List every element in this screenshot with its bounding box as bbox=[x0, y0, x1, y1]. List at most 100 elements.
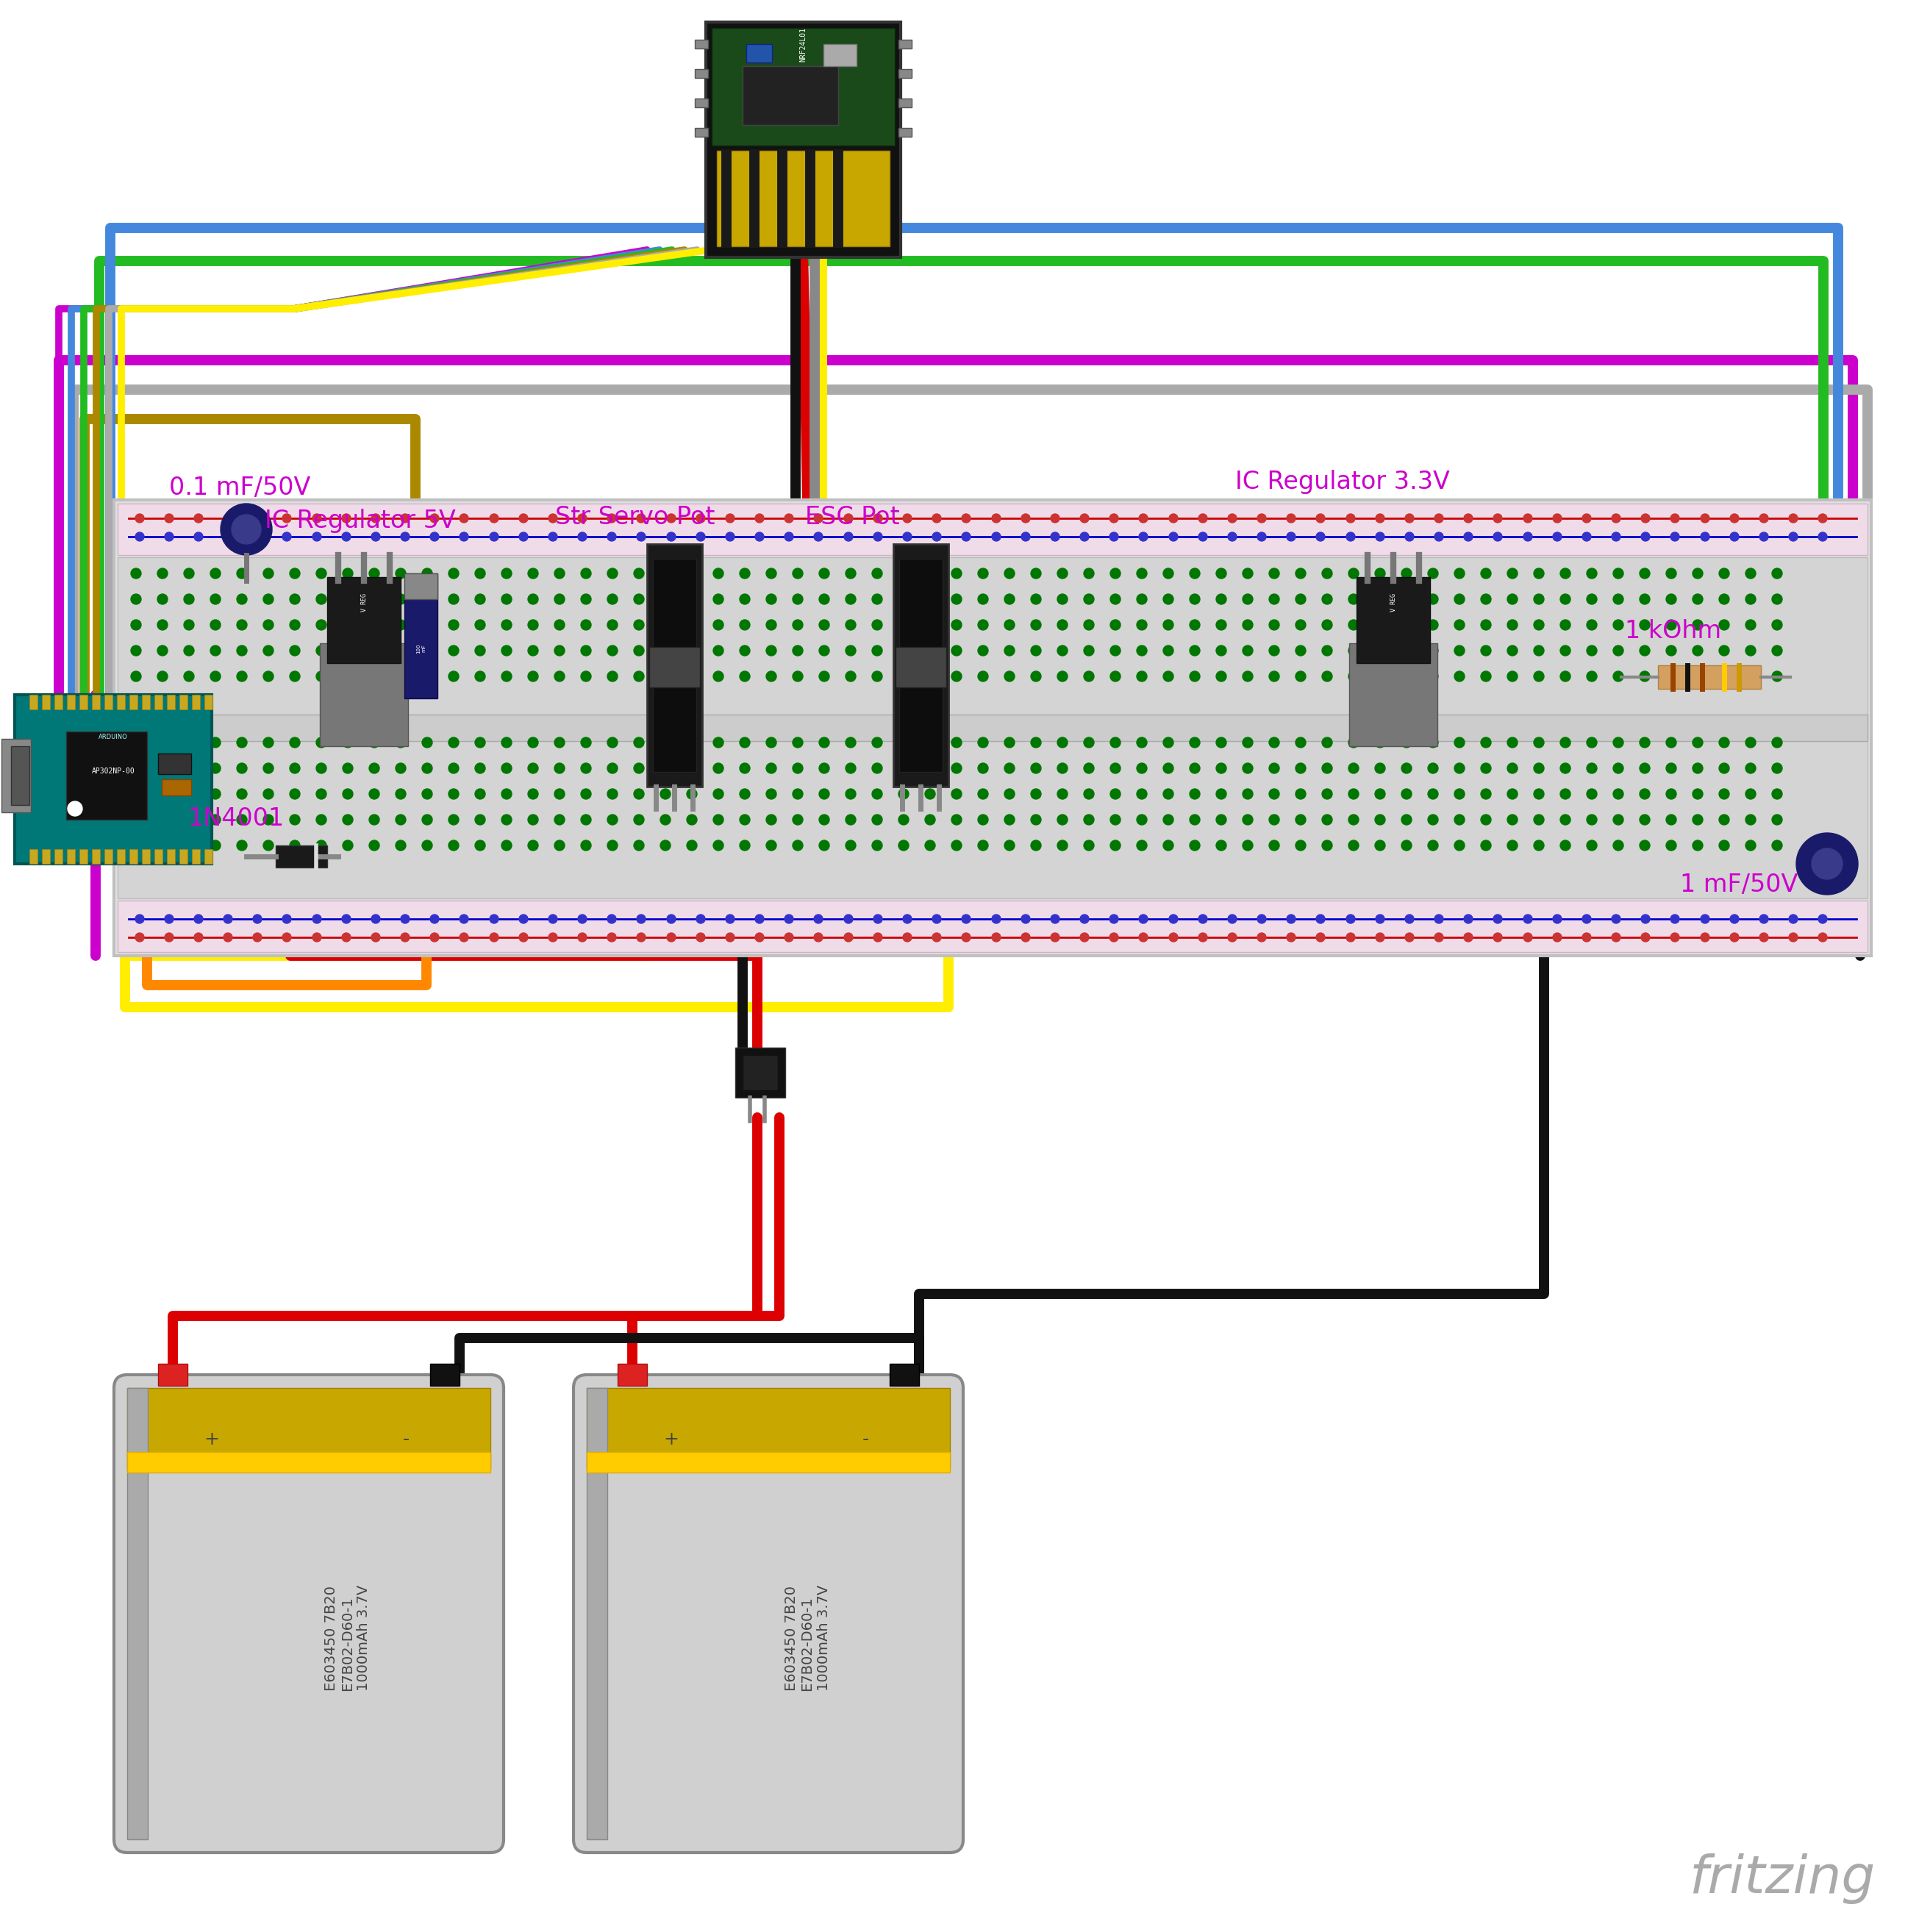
Circle shape bbox=[1080, 514, 1088, 524]
Circle shape bbox=[344, 788, 353, 800]
Circle shape bbox=[422, 593, 432, 605]
Circle shape bbox=[1771, 593, 1783, 605]
Circle shape bbox=[1004, 840, 1015, 850]
Bar bbox=[320, 643, 409, 746]
Circle shape bbox=[1693, 593, 1702, 605]
Bar bbox=[154, 696, 163, 709]
Circle shape bbox=[1347, 933, 1355, 941]
Bar bbox=[117, 715, 1867, 742]
Circle shape bbox=[814, 514, 823, 524]
Circle shape bbox=[1455, 645, 1464, 655]
Circle shape bbox=[1295, 738, 1305, 748]
Bar bbox=[142, 848, 150, 864]
Circle shape bbox=[211, 815, 221, 825]
Bar bbox=[127, 1387, 148, 1839]
Circle shape bbox=[342, 531, 351, 541]
Circle shape bbox=[395, 815, 405, 825]
Circle shape bbox=[368, 763, 380, 773]
Circle shape bbox=[1136, 788, 1148, 800]
Circle shape bbox=[1819, 531, 1827, 541]
Circle shape bbox=[317, 620, 326, 630]
Circle shape bbox=[1401, 815, 1412, 825]
Circle shape bbox=[1109, 531, 1119, 541]
Circle shape bbox=[1771, 738, 1783, 748]
Circle shape bbox=[714, 568, 723, 578]
Circle shape bbox=[754, 514, 764, 524]
Circle shape bbox=[1719, 620, 1729, 630]
Bar bbox=[1658, 665, 1762, 690]
Circle shape bbox=[1244, 738, 1253, 748]
Bar bbox=[743, 66, 839, 126]
Circle shape bbox=[1583, 531, 1591, 541]
Circle shape bbox=[501, 670, 512, 682]
Circle shape bbox=[1746, 670, 1756, 682]
Circle shape bbox=[236, 840, 248, 850]
Circle shape bbox=[754, 914, 764, 923]
Circle shape bbox=[528, 840, 537, 850]
Circle shape bbox=[606, 763, 618, 773]
Circle shape bbox=[1004, 670, 1015, 682]
Circle shape bbox=[1614, 645, 1623, 655]
Circle shape bbox=[449, 645, 459, 655]
Circle shape bbox=[1295, 593, 1305, 605]
Circle shape bbox=[1641, 933, 1650, 941]
Circle shape bbox=[844, 914, 852, 923]
Circle shape bbox=[368, 788, 380, 800]
Circle shape bbox=[952, 620, 961, 630]
Bar bbox=[104, 848, 113, 864]
Circle shape bbox=[979, 788, 988, 800]
Circle shape bbox=[1560, 840, 1570, 850]
Circle shape bbox=[1111, 593, 1121, 605]
Bar bbox=[405, 574, 438, 599]
Circle shape bbox=[1322, 670, 1332, 682]
Circle shape bbox=[1614, 593, 1623, 605]
Circle shape bbox=[317, 840, 326, 850]
Circle shape bbox=[961, 514, 971, 524]
Circle shape bbox=[1322, 738, 1332, 748]
Circle shape bbox=[1349, 738, 1359, 748]
Bar bbox=[142, 696, 150, 709]
Circle shape bbox=[1138, 914, 1148, 923]
Bar bbox=[618, 1364, 647, 1385]
Circle shape bbox=[1455, 670, 1464, 682]
Circle shape bbox=[317, 763, 326, 773]
Text: 100
mF: 100 mF bbox=[416, 643, 426, 653]
Circle shape bbox=[1614, 568, 1623, 578]
Circle shape bbox=[449, 670, 459, 682]
Circle shape bbox=[1464, 933, 1472, 941]
Circle shape bbox=[1217, 620, 1226, 630]
Circle shape bbox=[979, 738, 988, 748]
Circle shape bbox=[1481, 620, 1491, 630]
Circle shape bbox=[344, 840, 353, 850]
Circle shape bbox=[1746, 568, 1756, 578]
Circle shape bbox=[1031, 788, 1042, 800]
Bar bbox=[167, 848, 175, 864]
Circle shape bbox=[1057, 815, 1067, 825]
Circle shape bbox=[165, 933, 173, 941]
Circle shape bbox=[844, 514, 852, 524]
Circle shape bbox=[1401, 738, 1412, 748]
Bar bbox=[192, 696, 200, 709]
Circle shape bbox=[581, 840, 591, 850]
Circle shape bbox=[368, 568, 380, 578]
Circle shape bbox=[725, 933, 735, 941]
Circle shape bbox=[1560, 763, 1570, 773]
Circle shape bbox=[290, 620, 299, 630]
Circle shape bbox=[871, 738, 883, 748]
Circle shape bbox=[518, 531, 528, 541]
Circle shape bbox=[1771, 788, 1783, 800]
Circle shape bbox=[1481, 645, 1491, 655]
Circle shape bbox=[290, 738, 299, 748]
Circle shape bbox=[344, 568, 353, 578]
Circle shape bbox=[368, 738, 380, 748]
Circle shape bbox=[766, 738, 777, 748]
Bar bbox=[113, 500, 1871, 956]
Circle shape bbox=[687, 593, 697, 605]
Circle shape bbox=[1031, 620, 1042, 630]
Circle shape bbox=[476, 763, 486, 773]
Circle shape bbox=[211, 620, 221, 630]
Circle shape bbox=[1244, 815, 1253, 825]
Circle shape bbox=[1401, 593, 1412, 605]
Circle shape bbox=[1524, 914, 1531, 923]
Circle shape bbox=[714, 645, 723, 655]
